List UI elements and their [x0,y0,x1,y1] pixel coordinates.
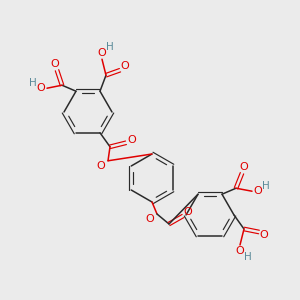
Text: H: H [29,78,37,88]
Text: O: O [236,246,244,256]
Text: H: H [106,42,114,52]
Text: O: O [97,161,105,171]
Text: O: O [146,214,154,224]
Text: O: O [254,186,262,196]
Text: O: O [240,162,248,172]
Text: H: H [262,181,270,191]
Text: H: H [244,252,252,262]
Text: O: O [121,61,129,71]
Text: O: O [51,59,59,69]
Text: O: O [260,230,268,240]
Text: O: O [184,207,192,217]
Text: O: O [128,135,136,145]
Text: O: O [98,48,106,58]
Text: O: O [37,83,45,93]
